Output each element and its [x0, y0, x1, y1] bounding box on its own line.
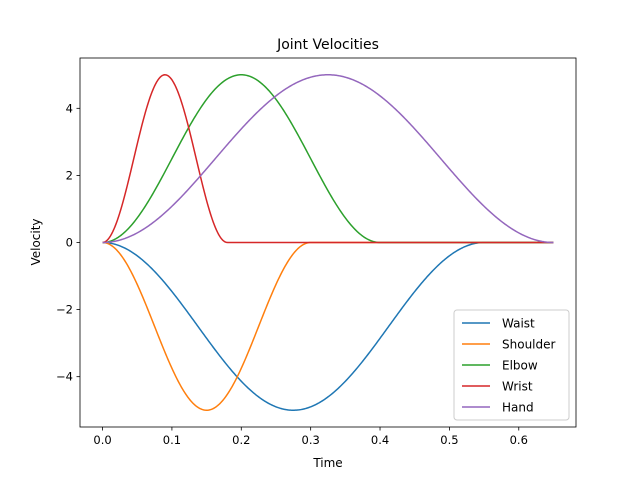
- y-axis-label: Velocity: [29, 218, 43, 265]
- legend-label-elbow: Elbow: [502, 359, 538, 373]
- legend-label-hand: Hand: [502, 401, 534, 415]
- x-axis-ticks: 0.0 0.1 0.2 0.3 0.4 0.5 0.6: [93, 427, 528, 447]
- x-tick-label: 0.1: [163, 433, 181, 447]
- y-axis-ticks: −4 −2 0 2 4: [56, 101, 80, 384]
- x-tick-label: 0.4: [371, 433, 389, 447]
- x-tick-label: 0.2: [232, 433, 250, 447]
- legend-label-waist: Waist: [502, 317, 535, 331]
- y-tick-label: 4: [66, 101, 73, 115]
- series-line-wrist: [102, 74, 554, 244]
- x-tick-label: 0.6: [510, 433, 528, 447]
- x-tick-label: 0.3: [302, 433, 320, 447]
- y-tick-label: 0: [66, 236, 73, 250]
- y-tick-label: 2: [66, 168, 73, 182]
- legend-label-wrist: Wrist: [502, 380, 533, 394]
- series-line-hand: [102, 74, 554, 244]
- chart-title: Joint Velocities: [276, 37, 379, 53]
- x-tick-label: 0.0: [93, 433, 111, 447]
- x-axis-label: Time: [312, 456, 342, 470]
- legend-box: [453, 309, 570, 421]
- legend-label-shoulder: Shoulder: [502, 338, 556, 352]
- y-tick-label: −4: [56, 370, 73, 384]
- legend: Waist Shoulder Elbow Wrist Hand: [453, 309, 570, 421]
- x-tick-label: 0.5: [440, 433, 458, 447]
- plot-lines: [102, 74, 554, 411]
- y-tick-label: −2: [56, 303, 73, 317]
